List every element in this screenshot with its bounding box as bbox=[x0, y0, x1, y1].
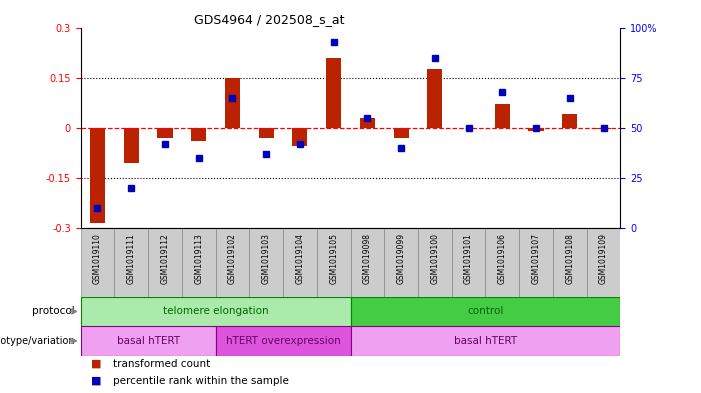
Text: basal hTERT: basal hTERT bbox=[454, 336, 517, 346]
Bar bbox=[90, 128, 105, 223]
Bar bbox=[123, 128, 139, 163]
Bar bbox=[350, 297, 620, 326]
Text: GSM1019113: GSM1019113 bbox=[194, 233, 203, 284]
Text: ■: ■ bbox=[91, 376, 102, 386]
Text: GSM1019102: GSM1019102 bbox=[228, 233, 237, 284]
Bar bbox=[114, 228, 148, 297]
Text: ■: ■ bbox=[91, 359, 102, 369]
Bar bbox=[427, 69, 442, 128]
Bar bbox=[485, 228, 519, 297]
Text: GSM1019100: GSM1019100 bbox=[430, 233, 440, 284]
Bar bbox=[360, 118, 375, 128]
Text: GSM1019110: GSM1019110 bbox=[93, 233, 102, 284]
Bar bbox=[529, 128, 544, 131]
Bar bbox=[283, 228, 317, 297]
Text: genotype/variation: genotype/variation bbox=[0, 336, 75, 346]
Bar bbox=[350, 326, 620, 356]
Bar bbox=[259, 128, 274, 138]
Bar bbox=[182, 228, 216, 297]
Bar bbox=[519, 228, 553, 297]
Text: transformed count: transformed count bbox=[113, 359, 210, 369]
Text: GSM1019103: GSM1019103 bbox=[261, 233, 271, 284]
Bar bbox=[393, 128, 409, 138]
Text: GSM1019105: GSM1019105 bbox=[329, 233, 338, 284]
Bar bbox=[317, 228, 350, 297]
Text: protocol: protocol bbox=[32, 307, 75, 316]
Bar bbox=[250, 228, 283, 297]
Bar bbox=[148, 228, 182, 297]
Bar bbox=[451, 228, 485, 297]
Bar bbox=[596, 128, 611, 129]
Text: GSM1019108: GSM1019108 bbox=[565, 233, 574, 284]
Bar bbox=[81, 228, 114, 297]
Text: GSM1019101: GSM1019101 bbox=[464, 233, 473, 284]
Text: GSM1019112: GSM1019112 bbox=[161, 233, 170, 283]
Text: GSM1019098: GSM1019098 bbox=[363, 233, 372, 284]
Bar bbox=[495, 104, 510, 128]
Bar bbox=[81, 297, 350, 326]
Bar bbox=[81, 326, 216, 356]
Text: GSM1019104: GSM1019104 bbox=[295, 233, 304, 284]
Text: hTERT overexpression: hTERT overexpression bbox=[226, 336, 341, 346]
Text: GSM1019099: GSM1019099 bbox=[397, 233, 406, 284]
Title: GDS4964 / 202508_s_at: GDS4964 / 202508_s_at bbox=[194, 13, 345, 26]
Text: GSM1019107: GSM1019107 bbox=[531, 233, 540, 284]
Bar bbox=[326, 58, 341, 128]
Bar bbox=[384, 228, 418, 297]
Text: basal hTERT: basal hTERT bbox=[116, 336, 179, 346]
Text: telomere elongation: telomere elongation bbox=[163, 307, 268, 316]
Text: GSM1019106: GSM1019106 bbox=[498, 233, 507, 284]
Bar bbox=[418, 228, 451, 297]
Bar bbox=[191, 128, 206, 141]
Text: GSM1019109: GSM1019109 bbox=[599, 233, 608, 284]
Bar bbox=[157, 128, 172, 138]
Bar bbox=[587, 228, 620, 297]
Bar bbox=[216, 228, 250, 297]
Bar bbox=[562, 114, 578, 128]
Bar bbox=[292, 128, 308, 146]
Text: percentile rank within the sample: percentile rank within the sample bbox=[113, 376, 289, 386]
Bar bbox=[553, 228, 587, 297]
Bar bbox=[216, 326, 350, 356]
Bar bbox=[350, 228, 384, 297]
Bar bbox=[225, 78, 240, 128]
Text: control: control bbox=[468, 307, 503, 316]
Text: GSM1019111: GSM1019111 bbox=[127, 233, 136, 283]
